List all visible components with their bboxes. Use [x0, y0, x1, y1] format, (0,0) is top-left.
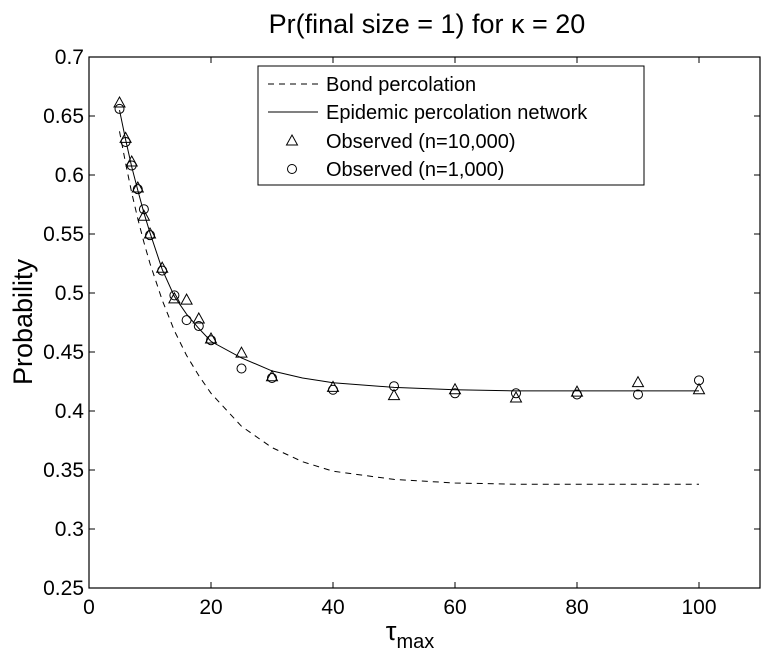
observed-n1000-point: [169, 290, 180, 301]
observed-n10000-point: [137, 209, 151, 221]
legend-label: Observed (n=1,000): [326, 159, 504, 181]
observed-n1000-point: [138, 204, 149, 215]
observed-n10000-point: [265, 369, 279, 382]
legend-label: Bond percolation: [326, 74, 476, 96]
y-tick-label: 0.5: [55, 282, 84, 305]
observed-n10000-point: [192, 311, 206, 324]
x-tick-label: 80: [565, 596, 588, 619]
x-tick-label: 0: [83, 596, 95, 619]
y-tick-label: 0.7: [55, 46, 84, 69]
observed-n10000-point: [168, 291, 181, 304]
x-tick-label: 40: [321, 596, 344, 619]
y-tick-label: 0.3: [55, 518, 84, 541]
observed-n10000-point: [180, 293, 193, 305]
curves: [119, 109, 699, 485]
observed-n1000-point: [633, 389, 643, 400]
observed-n1000-point: [572, 389, 582, 400]
observed-n10000-point: [204, 331, 218, 344]
observed-n10000-point: [113, 95, 126, 108]
x-tick-label: 60: [443, 596, 466, 619]
x-axis-label-symbol: τ: [386, 616, 397, 646]
observed-n1000-point: [193, 321, 204, 332]
observed-n10000-point: [125, 154, 139, 167]
observed-n10000-point: [448, 382, 462, 395]
y-tick-label: 0.25: [43, 577, 84, 600]
observed-n1000-point: [267, 372, 277, 383]
observed-n1000-point: [328, 384, 338, 395]
epidemic-network-curve: [119, 109, 699, 392]
x-tick-label: 20: [199, 596, 222, 619]
x-axis-label: τmax: [386, 616, 434, 653]
observed-n1000-point: [120, 136, 131, 147]
observed-n10000-point: [692, 382, 706, 395]
y-tick-label: 0.65: [43, 105, 84, 128]
y-tick-label: 0.6: [55, 164, 84, 187]
observed-n1000-point: [157, 265, 168, 276]
observed-n1000-point: [145, 230, 155, 241]
observed-n10000-point: [131, 180, 145, 193]
y-axis-label: Probability: [8, 258, 38, 385]
observed-n1000-point: [126, 160, 137, 171]
plot-frame: [88, 56, 761, 589]
y-tick-label: 0.55: [43, 223, 84, 246]
legend-swatch-circle: [287, 164, 297, 174]
y-tick-label: 0.45: [43, 341, 84, 364]
y-tick-label: 0.4: [55, 400, 85, 423]
observed-n1000-point: [132, 184, 143, 195]
bond-percolation-curve: [119, 131, 699, 485]
observed-n10000-point: [235, 346, 248, 358]
observed-n10000-point: [631, 375, 645, 388]
legend-box: [257, 65, 645, 186]
observed-n1000-point: [181, 315, 192, 326]
markers: [113, 95, 706, 403]
observed-n1000-point: [389, 381, 399, 392]
observed-n1000-point: [236, 363, 247, 374]
y-tick-label: 0.35: [43, 459, 84, 482]
observed-n10000-point: [119, 131, 132, 143]
observed-n1000-point: [206, 335, 216, 346]
x-tick-label: 100: [681, 596, 716, 619]
observed-n10000-point: [387, 388, 401, 401]
observed-n1000-point: [114, 103, 125, 114]
legend: Bond percolation Epidemic percolation net…: [257, 65, 645, 186]
ticks: 0 20 40 60 80 100 0.25 0.3 0.35 0.4 0.45 0.5 0.55 0.6…: [43, 46, 760, 619]
observed-n10000-point: [143, 226, 157, 239]
x-axis-label-subscript: max: [396, 631, 434, 653]
observed-n1000-point: [511, 388, 521, 399]
chart-title: Pr(final size = 1) for κ = 20: [269, 9, 586, 39]
observed-n1000-point: [694, 375, 704, 386]
legend-swatch-triangle: [285, 133, 299, 146]
legend-label: Observed (n=10,000): [326, 131, 516, 153]
legend-label: Epidemic percolation network: [326, 102, 588, 124]
observed-n1000-point: [450, 388, 460, 399]
